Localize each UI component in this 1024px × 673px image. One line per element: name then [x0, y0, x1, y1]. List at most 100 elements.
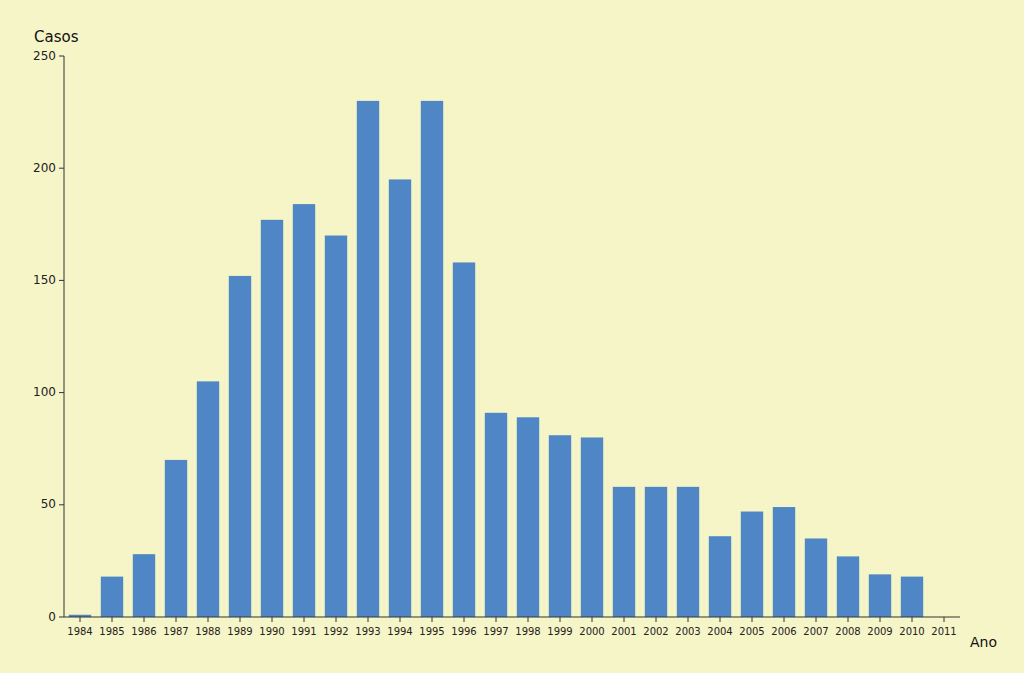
y-axis-line [64, 56, 65, 617]
bar [773, 507, 795, 617]
y-tick [59, 168, 64, 169]
x-tick-label: 1984 [67, 626, 92, 637]
bar [485, 413, 507, 617]
bar [741, 512, 763, 617]
x-tick [464, 617, 465, 622]
y-tick-label: 200 [33, 161, 56, 175]
x-tick [80, 617, 81, 622]
bar [453, 262, 475, 617]
bar [869, 574, 891, 617]
bar [901, 577, 923, 617]
x-tick [848, 617, 849, 622]
x-tick [752, 617, 753, 622]
x-tick-label: 2009 [867, 626, 892, 637]
y-tick [59, 504, 64, 505]
x-tick [272, 617, 273, 622]
x-tick-label: 1988 [195, 626, 220, 637]
bar [517, 417, 539, 617]
title: Casos [34, 28, 79, 46]
x-tick-label: 2005 [739, 626, 764, 637]
x-tick-label: 2002 [643, 626, 668, 637]
x-tick [688, 617, 689, 622]
bar [389, 179, 411, 617]
bar [325, 236, 347, 617]
chart: 0 50 100 150 200 250 1984 1985 1986 1987 1988 1989 1… [0, 0, 1024, 673]
x-tick [336, 617, 337, 622]
x-tick-label: 2010 [899, 626, 924, 637]
x-tick-label: 2011 [931, 626, 956, 637]
x-tick [208, 617, 209, 622]
bar [709, 536, 731, 617]
y-tick-label: 50 [41, 497, 56, 511]
x-tick-label: 1993 [355, 626, 380, 637]
x-tick-label: 1985 [99, 626, 124, 637]
x-tick [656, 617, 657, 622]
y-tick-label: 100 [33, 385, 56, 399]
x-tick-label: 2001 [611, 626, 636, 637]
x-tick-label: 1992 [323, 626, 348, 637]
x-tick-label: 2000 [579, 626, 604, 637]
x-tick-label: 2003 [675, 626, 700, 637]
bar [101, 577, 123, 617]
x-tick [880, 617, 881, 622]
x-tick [912, 617, 913, 622]
x-tick [816, 617, 817, 622]
x-tick [432, 617, 433, 622]
x-tick [304, 617, 305, 622]
y-tick-label: 150 [33, 273, 56, 287]
y-tick [59, 56, 64, 57]
x-tick-label: 1987 [163, 626, 188, 637]
bar [581, 437, 603, 617]
y-tick-label: 250 [33, 49, 56, 63]
x-tick-label: 1989 [227, 626, 252, 637]
y-tick [59, 392, 64, 393]
x-tick [112, 617, 113, 622]
x-tick-label: 1997 [483, 626, 508, 637]
bar [165, 460, 187, 617]
x-tick [240, 617, 241, 622]
bar [261, 220, 283, 617]
x-tick [368, 617, 369, 622]
x-tick-label: 2004 [707, 626, 732, 637]
bar [357, 101, 379, 617]
bar [421, 101, 443, 617]
x-tick [560, 617, 561, 622]
bar [197, 381, 219, 617]
x-tick-label: 1996 [451, 626, 476, 637]
x-tick-label: 2006 [771, 626, 796, 637]
x-tick [496, 617, 497, 622]
x-tick [144, 617, 145, 622]
x-tick-label: 1994 [387, 626, 412, 637]
x-tick [400, 617, 401, 622]
x-tick-label: 1986 [131, 626, 156, 637]
x-tick-label: 2007 [803, 626, 828, 637]
x-tick-label: 2008 [835, 626, 860, 637]
bar [293, 204, 315, 617]
bar [229, 276, 251, 617]
x-tick-label: 1990 [259, 626, 284, 637]
bar [613, 487, 635, 617]
x-tick-label: 1999 [547, 626, 572, 637]
x-tick [528, 617, 529, 622]
x-tick [720, 617, 721, 622]
y-tick [59, 280, 64, 281]
x-tick-label: 1995 [419, 626, 444, 637]
x-tick [176, 617, 177, 622]
y-tick-label: 0 [48, 610, 56, 624]
chart-container: 0 50 100 150 200 250 1984 1985 1986 1987 1988 1989 1… [0, 0, 1024, 673]
y-tick [59, 617, 64, 618]
bars [69, 101, 923, 617]
x-tick [592, 617, 593, 622]
bar [549, 435, 571, 617]
x-axis-line [64, 617, 960, 618]
x-tick-label: 1991 [291, 626, 316, 637]
x-tick [784, 617, 785, 622]
x-tick-label: 1998 [515, 626, 540, 637]
bar [645, 487, 667, 617]
axes: 0 50 100 150 200 250 1984 1985 1986 1987 1988 1989 1… [33, 49, 960, 638]
x-tick [624, 617, 625, 622]
x-axis-label: Ano [970, 634, 997, 650]
bar [677, 487, 699, 617]
bar [837, 556, 859, 617]
bar [805, 538, 827, 617]
